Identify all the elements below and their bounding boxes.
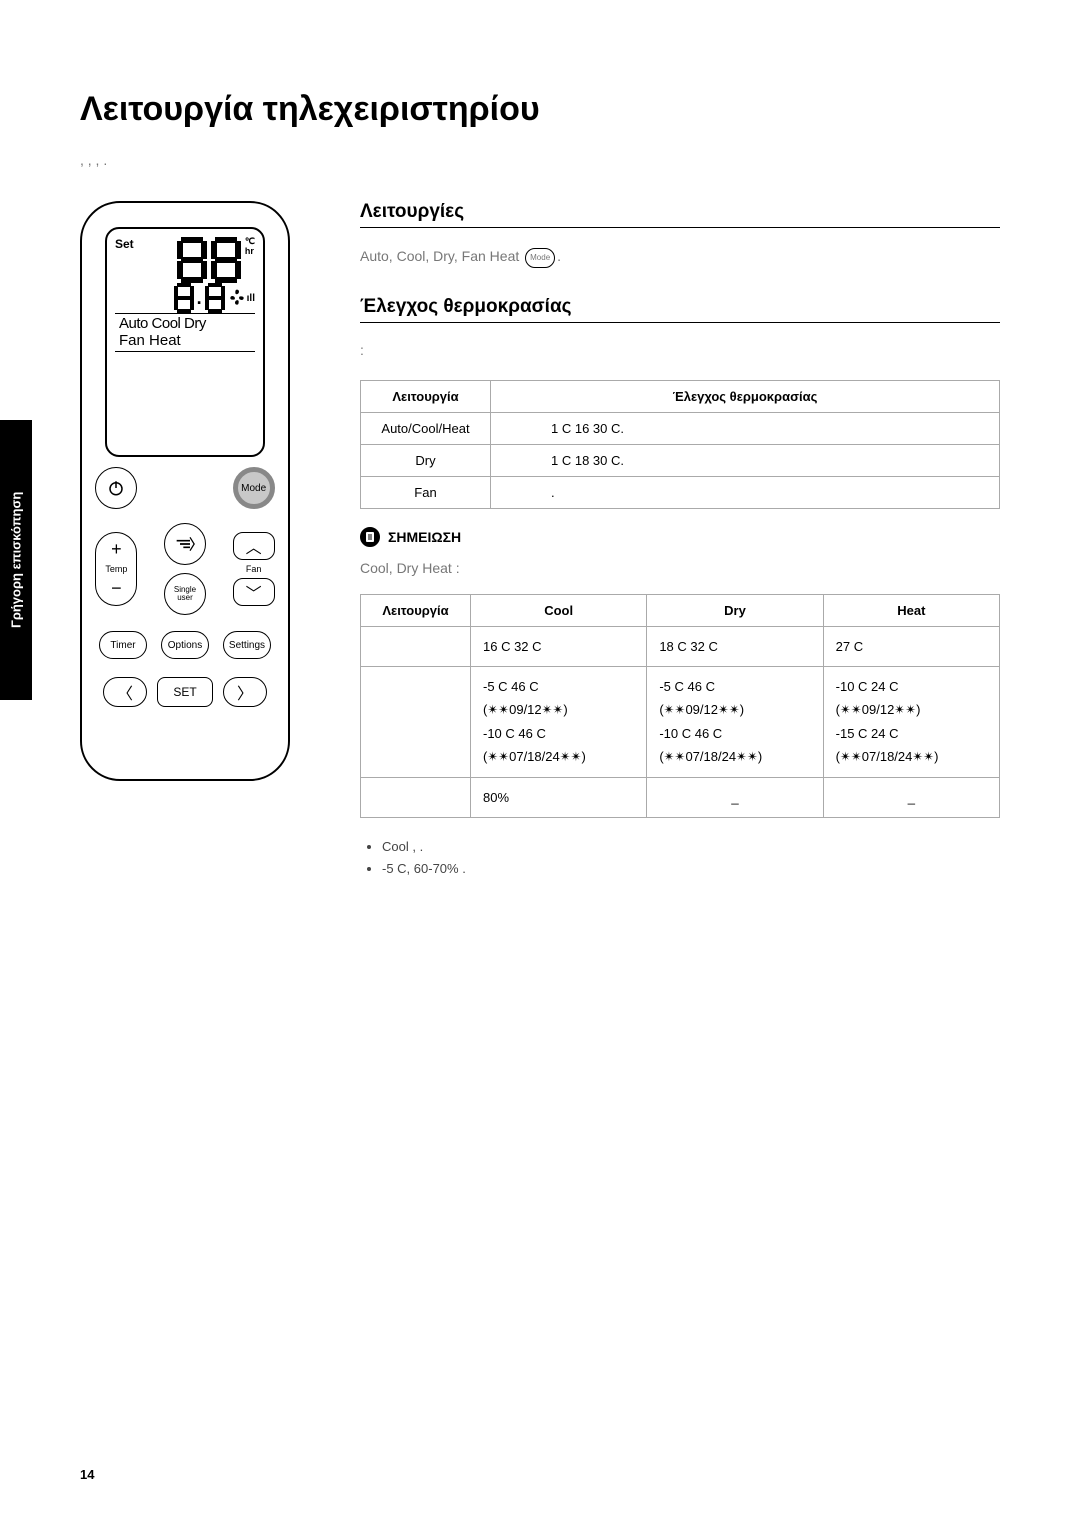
timer-label: Timer — [110, 640, 135, 651]
mode-button[interactable]: Mode — [233, 467, 275, 509]
intro-text: , , , . — [80, 149, 1000, 171]
chevron-down-icon: ﹀ — [246, 580, 262, 604]
fan-label: Fan — [246, 564, 262, 574]
power-icon — [107, 479, 125, 497]
options-label: Options — [168, 640, 202, 651]
next-button[interactable]: 〉 — [223, 677, 267, 707]
page-number: 14 — [80, 1467, 94, 1482]
note-heading: ΣΗΜΕΙΩΣΗ — [360, 527, 1000, 547]
conditions-table: Λειτουργία Cool Dry Heat 16 C 32 C 18 C … — [360, 594, 1000, 818]
remote-lcd: Set ℃ — [105, 227, 265, 457]
lcd-digit — [211, 237, 241, 283]
list-item: Cool , — [382, 836, 1000, 858]
swing-icon — [175, 537, 195, 551]
functions-heading: Λειτουργίες — [360, 201, 1000, 228]
temp-control-table: Λειτουργία Έλεγχος θερμοκρασίας Auto/Coo… — [360, 380, 1000, 509]
inline-mode-button-icon: Mode — [525, 248, 555, 268]
options-button[interactable]: Options — [161, 631, 209, 659]
power-button[interactable] — [95, 467, 137, 509]
single-user-button[interactable]: Single user — [164, 573, 206, 615]
dry-range-cell: -5 C 46 C (✴✴09/12✴✴) -10 C 46 C (✴✴07/1… — [647, 666, 823, 777]
lcd-digit-small — [174, 283, 194, 313]
minus-icon: − — [111, 578, 122, 599]
table2-col-dry: Dry — [647, 594, 823, 626]
fan-button-group[interactable]: ︿ Fan ﹀ — [233, 532, 275, 606]
chevron-left-icon: 〈 — [117, 680, 133, 704]
temp-button-group[interactable]: + Temp − — [95, 532, 137, 606]
lcd-digit-small — [205, 283, 225, 313]
mode-button-label: Mode — [241, 483, 266, 494]
lcd-digit — [177, 237, 207, 283]
timer-button[interactable]: Timer — [99, 631, 147, 659]
remote-illustration: Set ℃ — [80, 201, 320, 880]
lcd-unit-hr: hr — [245, 247, 255, 257]
list-item: -5 C, 60-70% — [382, 858, 1000, 880]
table1-col-ctrl: Έλεγχος θερμοκρασίας — [491, 380, 1000, 412]
table-row: 80% _ _ — [361, 777, 1000, 817]
note-text: Cool, Dry Heat : — [360, 555, 1000, 582]
table-row: Dry 1 C 18 30 C. — [361, 444, 1000, 476]
table2-col-mode: Λειτουργία — [361, 594, 471, 626]
signal-bars-icon: ıll — [247, 293, 255, 304]
temp-control-intro: : — [360, 337, 1000, 364]
settings-button[interactable]: Settings — [223, 631, 271, 659]
swing-button[interactable] — [164, 523, 206, 565]
lcd-set-label: Set — [115, 237, 134, 313]
table2-col-heat: Heat — [823, 594, 999, 626]
footnotes-list: Cool , — [360, 836, 1000, 880]
side-tab: Γρήγορη επισκόπηση — [0, 420, 32, 700]
chevron-right-icon: 〉 — [237, 680, 253, 704]
temp-label: Temp — [105, 564, 127, 574]
temp-control-heading: Έλεγχος θερμοκρασίας — [360, 296, 1000, 323]
chevron-up-icon: ︿ — [246, 534, 262, 558]
heat-range-cell: -10 C 24 C (✴✴09/12✴✴) -15 C 24 C (✴✴07/… — [823, 666, 999, 777]
plus-icon: + — [111, 539, 122, 560]
cool-range-cell: -5 C 46 C (✴✴09/12✴✴) -10 C 46 C (✴✴07/1… — [471, 666, 647, 777]
table-row: -5 C 46 C (✴✴09/12✴✴) -10 C 46 C (✴✴07/1… — [361, 666, 1000, 777]
functions-paragraph: Auto, Cool, Dry, Fan Heat Mode. — [360, 242, 1000, 270]
table2-col-cool: Cool — [471, 594, 647, 626]
note-icon — [360, 527, 380, 547]
table1-col-mode: Λειτουργία — [361, 380, 491, 412]
set-label: SET — [173, 685, 196, 699]
table-row: Auto/Cool/Heat 1 C 16 30 C. — [361, 412, 1000, 444]
table-row: 16 C 32 C 18 C 32 C 27 C — [361, 626, 1000, 666]
settings-label: Settings — [229, 640, 265, 651]
page-title: Λειτουργία τηλεχειριστηρίου — [80, 90, 1000, 129]
table-row: Fan . — [361, 476, 1000, 508]
lcd-mode-labels: Auto Cool Dry Fan Heat — [115, 313, 255, 352]
fan-speed-icon — [227, 288, 247, 308]
single-user-label-2: user — [177, 594, 193, 602]
prev-button[interactable]: 〈 — [103, 677, 147, 707]
set-button[interactable]: SET — [157, 677, 213, 707]
